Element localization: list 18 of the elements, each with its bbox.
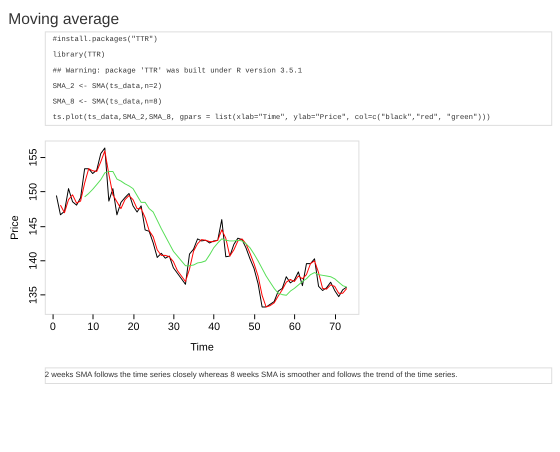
x-tick-label: 40: [208, 320, 220, 333]
line-series: [84, 170, 348, 296]
x-tick-label: 10: [87, 320, 100, 333]
x-axis-title: Time: [190, 341, 214, 354]
y-tick-label: 150: [28, 182, 40, 201]
y-axis-title: Price: [9, 215, 22, 240]
x-tick-label: 70: [329, 320, 342, 333]
y-tick-label: 145: [28, 217, 40, 236]
x-tick-label: 0: [50, 320, 56, 333]
x-tick-label: 50: [248, 320, 261, 333]
text: 2 weeks SMA follows the time series closely whereas 8 weeks SMA is smoother and follows the trend of the time series.: [44, 370, 458, 380]
y-tick-label: 135: [28, 286, 40, 304]
y-tick-label: 155: [28, 148, 40, 166]
x-tick-label: 20: [128, 320, 140, 333]
x-tick-label: 60: [288, 320, 301, 333]
chart-title: Moving average: [8, 11, 120, 28]
x-tick-label: 30: [168, 320, 180, 333]
y-tick-label: 140: [28, 252, 40, 270]
